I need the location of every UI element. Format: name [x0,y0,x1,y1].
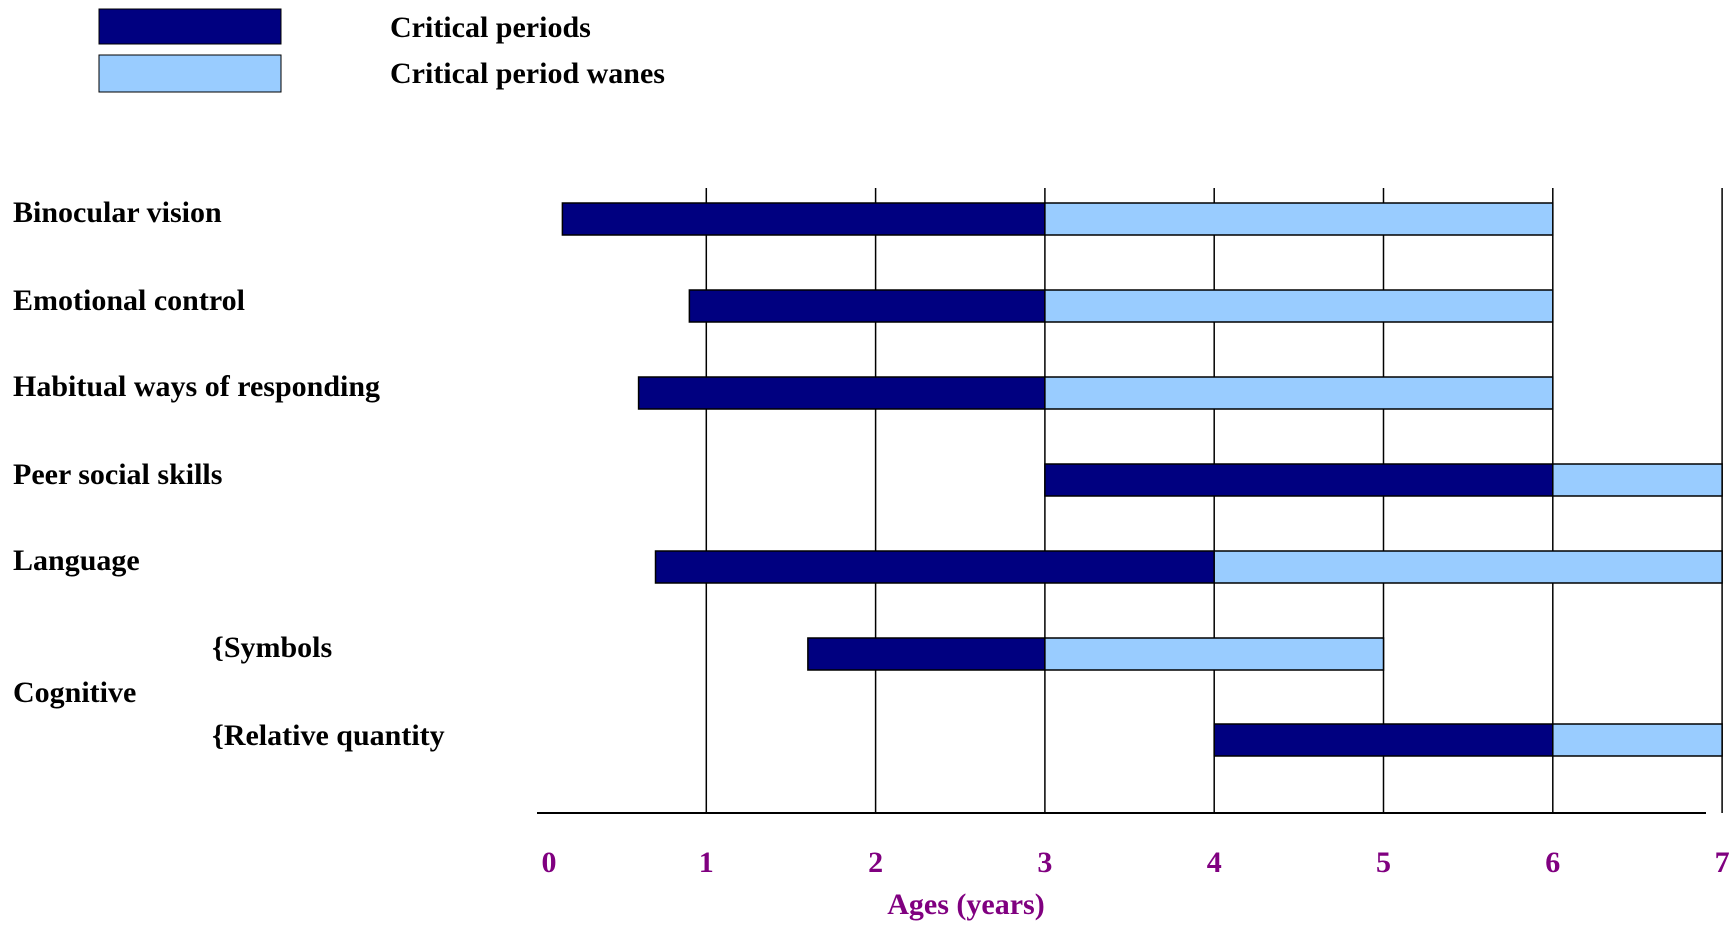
bar-wanes-peer-social-skills [1552,463,1723,497]
bar-wanes-symbols [1044,637,1385,671]
bar-critical-language [654,550,1215,584]
x-tick-label-5: 5 [1376,846,1391,879]
bar-critical-peer-social-skills [1044,463,1554,497]
bar-critical-binocular-vision [561,202,1046,236]
row-label-relative-quantity: {Relative quantity [212,719,445,752]
bars [561,202,1723,757]
legend-swatch-critical [98,8,282,45]
bar-critical-relative-quantity [1213,723,1554,757]
x-tick-label-6: 6 [1545,846,1560,879]
x-tick-label-7: 7 [1715,846,1730,879]
bar-wanes-relative-quantity [1552,723,1723,757]
group-label-cognitive: Cognitive [13,676,136,709]
legend-label-critical: Critical periods [390,11,591,44]
bar-wanes-habitual-ways-of-responding [1044,376,1554,410]
bar-critical-symbols [807,637,1046,671]
legend: Critical periods Critical period wanes [98,8,665,93]
x-axis-title: Ages (years) [887,888,1044,921]
bar-wanes-binocular-vision [1044,202,1554,236]
row-labels: Binocular vision Emotional control Habit… [13,196,445,752]
legend-swatch-wanes [98,54,282,93]
row-label-symbols: {Symbols [212,631,332,664]
legend-label-wanes: Critical period wanes [390,57,665,90]
x-tick-label-2: 2 [868,846,883,879]
bar-wanes-language [1213,550,1723,584]
row-label-emotional-control: Emotional control [13,284,245,317]
row-label-peer-social-skills: Peer social skills [13,458,222,491]
row-label-binocular-vision: Binocular vision [13,196,222,229]
bar-wanes-emotional-control [1044,289,1554,323]
bar-critical-emotional-control [688,289,1046,323]
x-tick-label-0: 0 [542,846,557,879]
bar-critical-habitual-ways-of-responding [637,376,1046,410]
row-label-language: Language [13,544,140,577]
x-tick-label-1: 1 [699,846,714,879]
x-tick-label-4: 4 [1207,846,1222,879]
gridlines [705,188,1723,813]
row-label-habitual-ways: Habitual ways of responding [13,370,380,403]
x-tick-labels: 0 1 2 3 4 5 6 7 [542,846,1730,879]
x-tick-label-3: 3 [1037,846,1052,879]
